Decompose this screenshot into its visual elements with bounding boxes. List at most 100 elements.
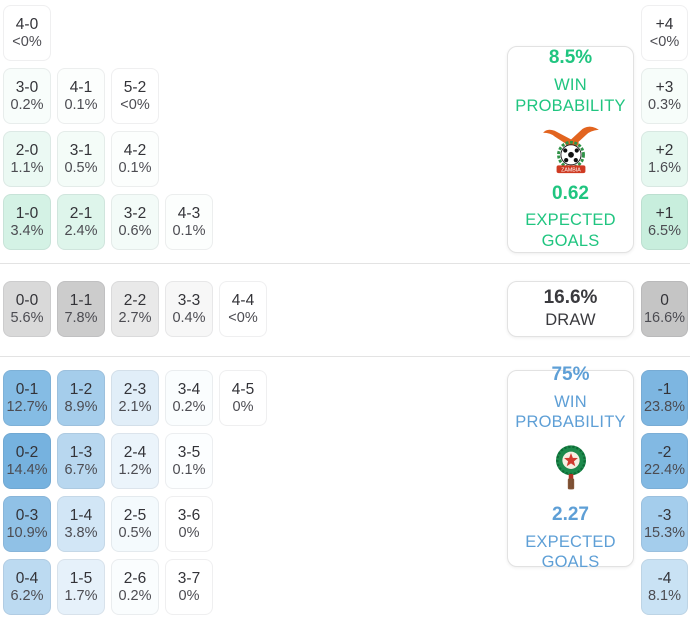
home-margin-column: +4 <0% +3 0.3% +2 1.6% +1 6.5% [641, 5, 688, 250]
score-probability: 0.6% [118, 222, 152, 239]
score-cell: 3-7 0% [165, 559, 213, 615]
score-probability: <0% [12, 33, 42, 50]
score-value: 3-4 [177, 380, 201, 398]
margin-value: -3 [657, 506, 672, 524]
away-margin-column: -1 23.8% -2 22.4% -3 15.3% -4 8.1% [641, 370, 688, 615]
score-cell: 4-4 <0% [219, 281, 267, 337]
score-value: 1-2 [69, 380, 93, 398]
score-value: 4-3 [177, 204, 201, 222]
margin-probability: 0.3% [647, 96, 682, 113]
score-value: 2-0 [15, 141, 39, 159]
score-cell: 2-3 2.1% [111, 370, 159, 426]
away-expected-goals-value: 2.27 [552, 504, 589, 525]
score-probability: 5.6% [10, 309, 44, 326]
zambia-crest-label: ZAMBIA [561, 167, 581, 173]
score-cell: 2-0 1.1% [3, 131, 51, 187]
score-cell: 0-1 12.7% [3, 370, 51, 426]
score-probability: 8.9% [64, 398, 98, 415]
score-value: 3-6 [177, 506, 201, 524]
away-grid-row: 0-2 14.4% 1-3 6.7% 2-4 1.2% 3-5 0.1% [3, 433, 267, 489]
margin-value: -4 [657, 569, 672, 587]
score-value: 1-5 [69, 569, 93, 587]
score-value: 1-0 [15, 204, 39, 222]
draw-grid-row: 0-0 5.6% 1-1 7.8% 2-2 2.7% 3-3 0.4% 4-4 <0% [3, 281, 267, 337]
section-divider [0, 263, 690, 264]
home-win-probability-value: 8.5% [548, 47, 593, 69]
score-value: 2-3 [123, 380, 147, 398]
draw-probability-value: 16.6% [543, 287, 598, 309]
home-win-probability-label: WIN PROBABILITY [515, 76, 626, 115]
draw-probability-box: 16.6% DRAW [507, 281, 634, 337]
score-probability: 2.4% [64, 222, 98, 239]
margin-value: +2 [655, 141, 674, 159]
margin-probability: <0% [649, 33, 680, 50]
score-cell: 1-0 3.4% [3, 194, 51, 250]
margin-value: -1 [657, 380, 672, 398]
score-value: 4-2 [123, 141, 147, 159]
margin-probability: 22.4% [643, 461, 686, 478]
away-grid-row: 0-4 6.2% 1-5 1.7% 2-6 0.2% 3-7 0% [3, 559, 267, 615]
score-probability: 0.5% [64, 159, 98, 176]
score-value: 0-0 [15, 291, 39, 309]
margin-probability: 16.6% [643, 309, 686, 326]
score-probability: 0.1% [172, 461, 206, 478]
score-value: 1-1 [69, 291, 93, 309]
away-expected-goals-label: EXPECTED GOALS [525, 532, 616, 572]
home-grid-row: 4-0 <0% [3, 5, 213, 61]
draw-score-grid: 0-0 5.6% 1-1 7.8% 2-2 2.7% 3-3 0.4% 4-4 <0% [3, 281, 267, 337]
score-probability: 0% [232, 398, 254, 415]
score-cell: 1-3 6.7% [57, 433, 105, 489]
score-probability: 2.1% [118, 398, 152, 415]
score-probability: 0.4% [172, 309, 206, 326]
margin-cell: +1 6.5% [641, 194, 688, 250]
score-value: 1-4 [69, 506, 93, 524]
margin-probability: 15.3% [643, 524, 686, 541]
margin-cell: +3 0.3% [641, 68, 688, 124]
score-probability: 2.7% [118, 309, 152, 326]
score-value: 3-1 [69, 141, 93, 159]
score-cell: 2-6 0.2% [111, 559, 159, 615]
score-value: 3-3 [177, 291, 201, 309]
score-cell: 2-4 1.2% [111, 433, 159, 489]
away-win-probability-value: 75% [551, 363, 590, 385]
score-value: 3-0 [15, 78, 39, 96]
margin-probability: 6.5% [647, 222, 682, 239]
score-probability: 0.2% [118, 587, 152, 604]
score-value: 1-3 [69, 443, 93, 461]
score-cell: 1-1 7.8% [57, 281, 105, 337]
score-probability: 0.1% [64, 96, 98, 113]
score-cell: 3-4 0.2% [165, 370, 213, 426]
score-value: 2-2 [123, 291, 147, 309]
score-value: 0-4 [15, 569, 39, 587]
score-probability: 10.9% [6, 524, 48, 541]
score-cell: 0-2 14.4% [3, 433, 51, 489]
away-grid-row: 0-1 12.7% 1-2 8.9% 2-3 2.1% 3-4 0.2% 4-5 0% [3, 370, 267, 426]
score-probability: 0.2% [172, 398, 206, 415]
score-value: 0-3 [15, 506, 39, 524]
margin-probability: 1.6% [647, 159, 682, 176]
score-probability: 6.7% [64, 461, 98, 478]
draw-margin-column: 0 16.6% [641, 281, 688, 337]
score-value: 4-0 [15, 15, 39, 33]
score-cell: 2-5 0.5% [111, 496, 159, 552]
score-cell: 3-6 0% [165, 496, 213, 552]
margin-value: -2 [657, 443, 672, 461]
draw-probability-label: DRAW [545, 311, 596, 330]
score-cell: 0-4 6.2% [3, 559, 51, 615]
score-probability: <0% [120, 96, 150, 113]
score-cell: 4-0 <0% [3, 5, 51, 61]
score-value: 2-1 [69, 204, 93, 222]
score-probability: 3.8% [64, 524, 98, 541]
score-cell: 3-5 0.1% [165, 433, 213, 489]
score-probability: 12.7% [6, 398, 48, 415]
margin-cell: +2 1.6% [641, 131, 688, 187]
margin-probability: 8.1% [647, 587, 682, 604]
score-probability: 14.4% [6, 461, 48, 478]
score-probability: 0.1% [118, 159, 152, 176]
score-cell: 3-3 0.4% [165, 281, 213, 337]
score-value: 3-2 [123, 204, 147, 222]
score-cell: 1-2 8.9% [57, 370, 105, 426]
score-cell: 1-4 3.8% [57, 496, 105, 552]
away-grid-row: 0-3 10.9% 1-4 3.8% 2-5 0.5% 3-6 0% [3, 496, 267, 552]
score-value: 4-4 [231, 291, 255, 309]
